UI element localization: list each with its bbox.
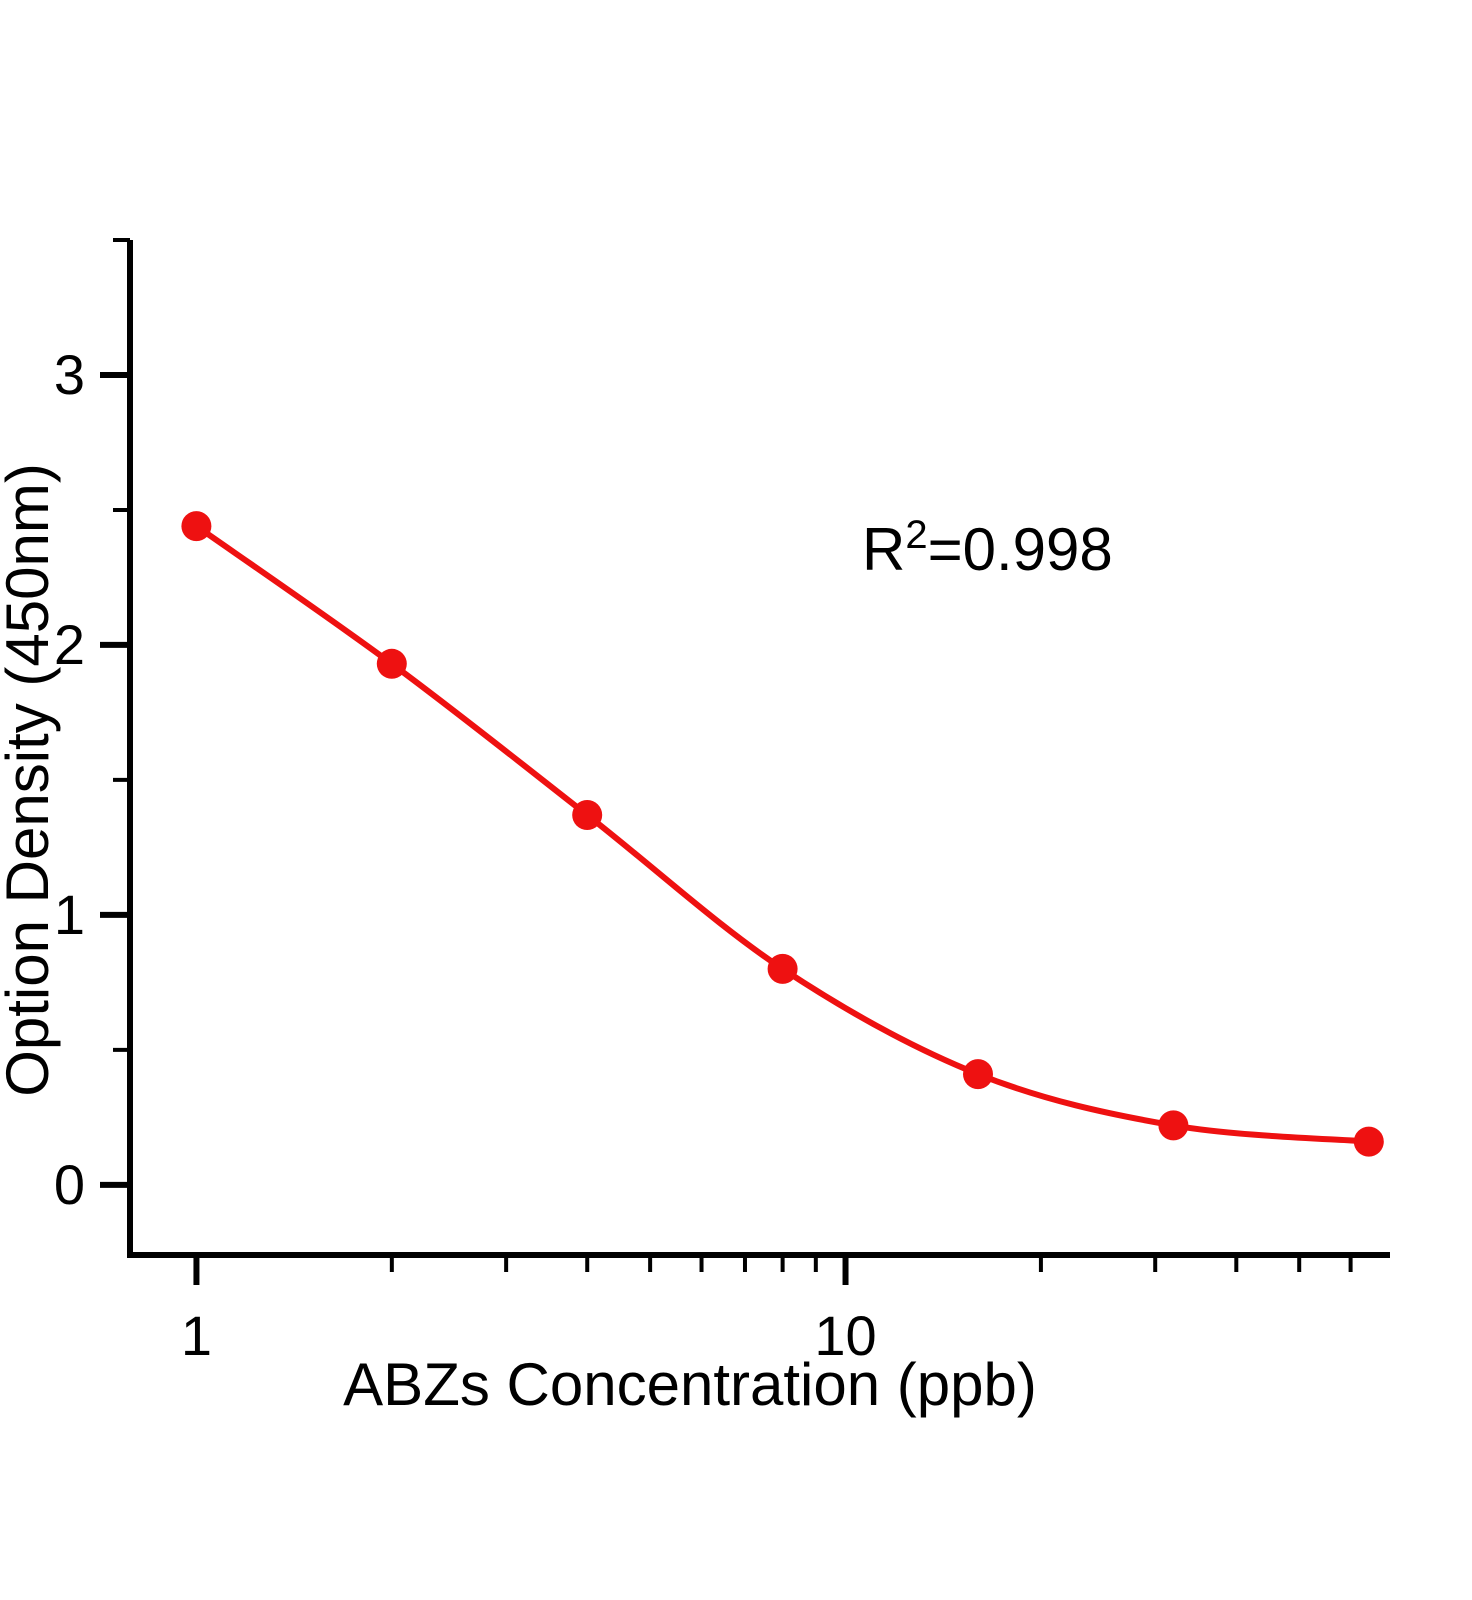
y-tick-label: 1 [54, 883, 85, 946]
axes [127, 240, 1390, 1258]
data-point [1158, 1110, 1189, 1141]
data-point [572, 800, 603, 830]
data-point [376, 648, 407, 679]
y-axis-title: Option Density (450nm) [0, 463, 61, 1097]
y-tick-label: 3 [54, 343, 85, 406]
data-point [767, 953, 798, 984]
x-ticks [193, 1255, 1353, 1285]
data-point [963, 1059, 993, 1090]
y-tick-label: 0 [54, 1153, 85, 1216]
r-squared-annotation: R2=0.998 [862, 513, 1113, 583]
x-tick-labels: 1 10 [181, 1304, 877, 1367]
y-tick-label: 2 [54, 613, 85, 676]
data-point [1353, 1126, 1384, 1157]
fit-curve [193, 523, 1372, 1145]
x-tick-label: 10 [814, 1304, 876, 1367]
y-ticks [100, 238, 130, 1188]
y-tick-labels: 0 1 2 3 [54, 343, 85, 1216]
x-tick-label: 1 [181, 1304, 212, 1367]
data-point [181, 511, 212, 542]
data-points [181, 511, 1384, 1157]
x-axis-title: ABZs Concentration (ppb) [343, 1351, 1037, 1418]
